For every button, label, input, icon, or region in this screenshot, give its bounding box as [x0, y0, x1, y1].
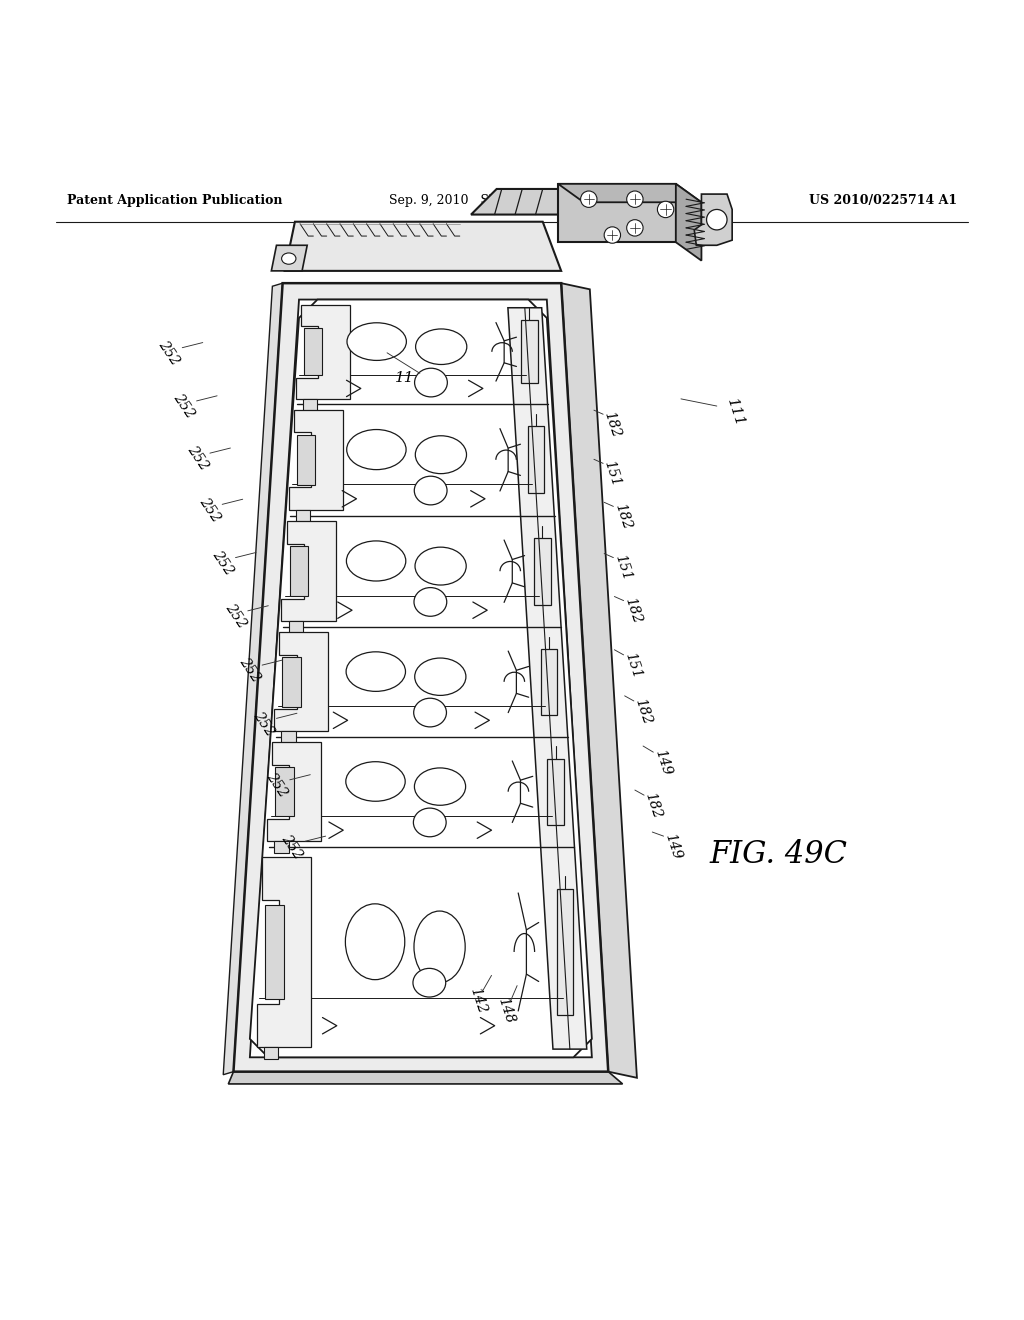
Text: 182: 182	[611, 502, 634, 532]
Text: 182: 182	[632, 697, 654, 726]
Polygon shape	[250, 300, 592, 1057]
Ellipse shape	[415, 477, 447, 504]
Polygon shape	[265, 904, 284, 999]
Polygon shape	[282, 521, 336, 622]
Text: Sep. 9, 2010   Sheet 49 of 60: Sep. 9, 2010 Sheet 49 of 60	[389, 194, 573, 207]
Polygon shape	[285, 222, 561, 271]
Ellipse shape	[414, 911, 465, 982]
Polygon shape	[233, 284, 608, 1072]
Polygon shape	[282, 731, 296, 743]
Polygon shape	[290, 546, 308, 597]
Text: US 2010/0225714 A1: US 2010/0225714 A1	[809, 194, 957, 207]
Text: Patent Application Publication: Patent Application Publication	[67, 194, 282, 207]
Polygon shape	[548, 759, 564, 825]
Text: FIG. 49C: FIG. 49C	[710, 840, 847, 870]
Circle shape	[604, 227, 621, 243]
Circle shape	[657, 201, 674, 218]
Text: 252: 252	[237, 655, 263, 685]
Text: 252: 252	[171, 391, 198, 421]
Polygon shape	[471, 189, 589, 215]
Ellipse shape	[416, 329, 467, 364]
Text: 11: 11	[394, 371, 415, 385]
Polygon shape	[508, 308, 587, 1049]
Text: 252: 252	[222, 601, 249, 631]
Text: 151: 151	[611, 553, 634, 582]
Text: 148: 148	[495, 995, 517, 1026]
Polygon shape	[267, 742, 322, 841]
Ellipse shape	[415, 659, 466, 696]
Polygon shape	[304, 329, 323, 375]
Text: 182: 182	[601, 409, 624, 440]
Polygon shape	[275, 767, 294, 817]
Text: 149: 149	[662, 832, 684, 861]
Ellipse shape	[347, 323, 407, 360]
Ellipse shape	[346, 762, 406, 801]
Ellipse shape	[415, 368, 447, 397]
Circle shape	[707, 210, 727, 230]
Polygon shape	[676, 183, 701, 260]
Text: 252: 252	[279, 832, 305, 862]
Polygon shape	[264, 1047, 279, 1059]
Ellipse shape	[414, 808, 446, 837]
Polygon shape	[561, 284, 637, 1078]
Polygon shape	[296, 305, 350, 399]
Ellipse shape	[415, 768, 466, 805]
Polygon shape	[271, 246, 307, 271]
Polygon shape	[283, 657, 301, 706]
Circle shape	[627, 191, 643, 207]
Polygon shape	[521, 321, 538, 383]
Polygon shape	[535, 537, 551, 605]
Ellipse shape	[414, 587, 446, 616]
Polygon shape	[228, 1072, 623, 1084]
Polygon shape	[558, 183, 676, 242]
Polygon shape	[274, 841, 289, 854]
Polygon shape	[297, 434, 315, 484]
Polygon shape	[223, 284, 283, 1074]
Polygon shape	[303, 399, 317, 412]
Polygon shape	[694, 194, 732, 246]
Polygon shape	[558, 183, 701, 202]
Polygon shape	[557, 888, 573, 1015]
Text: 142: 142	[467, 985, 489, 1015]
Text: 182: 182	[622, 597, 644, 626]
Ellipse shape	[345, 904, 404, 979]
Ellipse shape	[414, 698, 446, 727]
Ellipse shape	[416, 436, 467, 474]
Text: 252: 252	[184, 444, 211, 474]
Text: 252: 252	[210, 548, 237, 578]
Ellipse shape	[347, 429, 407, 470]
Ellipse shape	[415, 548, 466, 585]
Polygon shape	[296, 510, 310, 523]
Text: 111: 111	[724, 396, 746, 428]
Polygon shape	[527, 426, 544, 494]
Polygon shape	[289, 622, 303, 634]
Text: 252: 252	[197, 495, 223, 524]
Text: 182: 182	[642, 791, 665, 820]
Text: 151: 151	[601, 459, 624, 488]
Text: 149: 149	[651, 747, 674, 777]
Ellipse shape	[346, 541, 406, 581]
Text: 252: 252	[263, 770, 290, 800]
Text: 252: 252	[156, 338, 182, 368]
Text: 252: 252	[251, 709, 278, 738]
Text: 151: 151	[622, 651, 644, 680]
Ellipse shape	[282, 253, 296, 264]
Polygon shape	[257, 857, 311, 1047]
Polygon shape	[250, 300, 592, 1057]
Circle shape	[581, 191, 597, 207]
Polygon shape	[289, 409, 343, 510]
Circle shape	[627, 219, 643, 236]
Polygon shape	[274, 632, 329, 731]
Polygon shape	[541, 649, 557, 715]
Ellipse shape	[413, 969, 445, 997]
Ellipse shape	[346, 652, 406, 692]
